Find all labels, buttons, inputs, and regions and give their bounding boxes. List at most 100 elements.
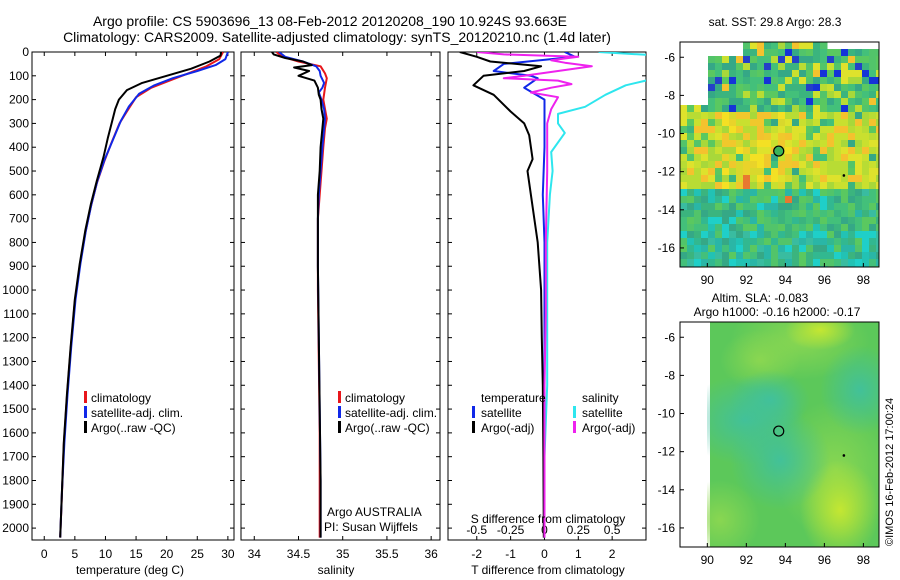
sst-map-cell bbox=[827, 224, 835, 232]
sst-map-cell bbox=[778, 245, 786, 253]
sst-map-cell bbox=[701, 105, 709, 113]
sst-map-cell bbox=[827, 252, 835, 260]
sst-map-cell bbox=[722, 126, 730, 134]
sst-map-cell bbox=[680, 238, 688, 246]
sst-map-cell bbox=[701, 231, 709, 239]
sst-map-cell bbox=[729, 84, 737, 92]
sst-map-cell bbox=[757, 140, 765, 148]
sst-map-cell bbox=[729, 168, 737, 176]
sst-map-cell bbox=[708, 238, 716, 246]
sst-map-cell bbox=[813, 49, 821, 57]
sst-map-cell bbox=[715, 105, 723, 113]
sst-map-cell bbox=[799, 154, 807, 162]
sst-map-cell bbox=[862, 259, 870, 267]
sst-map-cell bbox=[785, 105, 793, 113]
sst-map-cell bbox=[799, 217, 807, 225]
sst-map-cell bbox=[764, 98, 772, 106]
sst-map-cell bbox=[869, 63, 877, 71]
sst-map-cell bbox=[834, 189, 842, 197]
sst-map-cell bbox=[764, 189, 772, 197]
sst-map-cell bbox=[715, 252, 723, 260]
sst-map-cell bbox=[799, 189, 807, 197]
sst-map-cell bbox=[729, 91, 737, 99]
sst-map-cell bbox=[750, 189, 758, 197]
sst-map-cell bbox=[743, 182, 751, 190]
sst-map-cell bbox=[736, 154, 744, 162]
sst-map-cell bbox=[715, 217, 723, 225]
sst-map-cell bbox=[680, 259, 688, 267]
sst-map-cell bbox=[869, 91, 877, 99]
sst-map-cell bbox=[764, 231, 772, 239]
sst-map-cell bbox=[876, 98, 879, 106]
sst-map-cell bbox=[862, 189, 870, 197]
sst-map-cell bbox=[841, 49, 849, 57]
sst-map-cell bbox=[785, 245, 793, 253]
sst-map-cell bbox=[834, 210, 842, 218]
sst-map-cell bbox=[855, 112, 863, 120]
sst-map-cell bbox=[785, 196, 793, 204]
sst-map-cell bbox=[799, 252, 807, 260]
sst-map-cell bbox=[687, 203, 695, 211]
sst-map-cell bbox=[687, 189, 695, 197]
sst-map-cell bbox=[722, 161, 730, 169]
sst-map-cell bbox=[743, 126, 751, 134]
sst-map-cell bbox=[792, 168, 800, 176]
sla-map-ytick-label: -8 bbox=[664, 368, 675, 382]
sst-map-cell bbox=[862, 119, 870, 127]
sst-map-cell bbox=[785, 182, 793, 190]
sst-map-cell bbox=[687, 217, 695, 225]
sst-map-cell bbox=[855, 126, 863, 134]
sst-map-cell bbox=[736, 203, 744, 211]
sst-map-cell bbox=[848, 105, 856, 113]
difference-xtick-label: 0 bbox=[541, 547, 548, 561]
sst-map-cell bbox=[771, 154, 779, 162]
sst-map-cell bbox=[722, 224, 730, 232]
sst-map-cell bbox=[869, 126, 877, 134]
sst-map-cell bbox=[778, 161, 786, 169]
sst-map-cell bbox=[743, 91, 751, 99]
sst-map-cell bbox=[729, 70, 737, 78]
depth-tick-label: 1300 bbox=[2, 354, 29, 368]
temperature-xtick-label: 10 bbox=[99, 547, 113, 561]
difference-series-t-satellite bbox=[492, 52, 576, 538]
sst-map-cell bbox=[757, 42, 765, 50]
sst-map-cell bbox=[778, 126, 786, 134]
depth-tick-label: 300 bbox=[9, 116, 29, 130]
sst-map-cell bbox=[806, 147, 814, 155]
sst-map-cell bbox=[680, 112, 688, 120]
difference-frame bbox=[447, 51, 647, 541]
sst-map-cell bbox=[806, 133, 814, 141]
sst-map-cell bbox=[750, 91, 758, 99]
sst-map-cell bbox=[715, 189, 723, 197]
sst-map-cell bbox=[708, 63, 716, 71]
sst-map-cell bbox=[708, 147, 716, 155]
sst-map-cell bbox=[855, 140, 863, 148]
sst-map-cell bbox=[722, 140, 730, 148]
difference-panel: -2 -1 0 1 2-0.5 -0.25 0 0.25 0.5 T difference fr… bbox=[447, 51, 647, 577]
sst-map-cell bbox=[757, 105, 765, 113]
sst-map-cell bbox=[757, 252, 765, 260]
sst-map-cell bbox=[848, 70, 856, 78]
sst-map-cell bbox=[736, 63, 744, 71]
sst-map-cell bbox=[771, 189, 779, 197]
sst-map-cell bbox=[694, 140, 702, 148]
sst-map-cell bbox=[785, 84, 793, 92]
sst-map-cell bbox=[750, 63, 758, 71]
sst-map-cell bbox=[680, 189, 688, 197]
temperature-series-satellite bbox=[59, 52, 229, 538]
sst-map-cell bbox=[680, 133, 688, 141]
depth-tick-label: 600 bbox=[9, 188, 29, 202]
sst-map-cell bbox=[750, 119, 758, 127]
sst-map-frame bbox=[679, 41, 880, 268]
depth-tick-label: 1200 bbox=[2, 331, 29, 345]
sst-map-cell bbox=[869, 77, 877, 85]
sst-map-cell bbox=[827, 182, 835, 190]
sst-map-cell bbox=[743, 56, 751, 64]
sst-map-cell bbox=[701, 210, 709, 218]
sst-map-cell bbox=[757, 203, 765, 211]
sst-map-cell bbox=[876, 210, 879, 218]
sst-map-cell bbox=[799, 175, 807, 183]
sst-map-cell bbox=[750, 112, 758, 120]
sst-map-cell bbox=[841, 245, 849, 253]
sst-map-cell bbox=[792, 161, 800, 169]
